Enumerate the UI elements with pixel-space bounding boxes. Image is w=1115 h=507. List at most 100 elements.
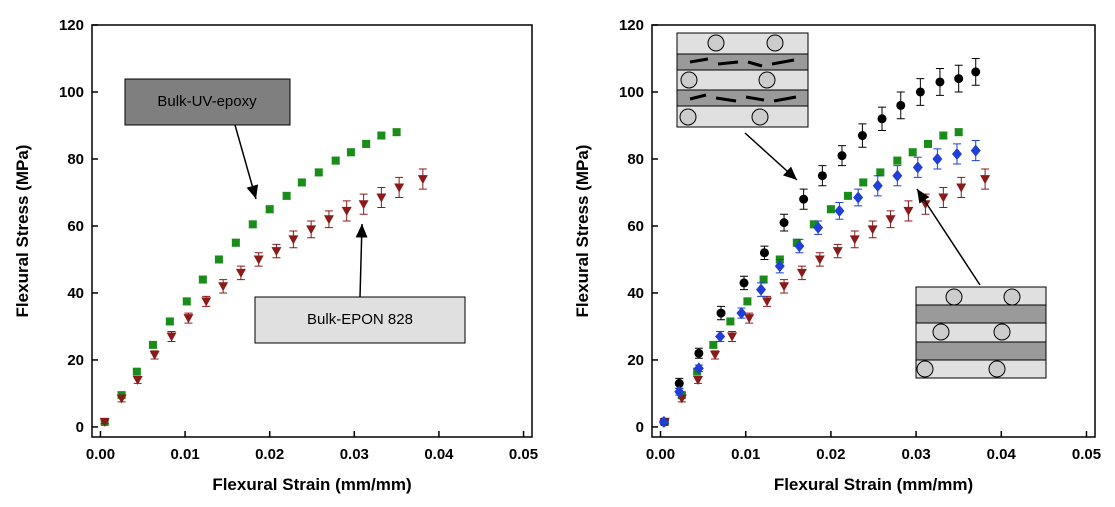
point: [132, 376, 143, 386]
point: [859, 178, 868, 187]
y-tick-label: 60: [627, 218, 644, 235]
point: [813, 221, 824, 234]
point: [253, 255, 264, 265]
point: [924, 139, 933, 148]
point: [834, 204, 845, 217]
point: [932, 152, 943, 165]
annotation-box: [124, 78, 291, 126]
annotation-arrow: [916, 188, 981, 286]
point: [954, 128, 963, 137]
point: [297, 178, 306, 187]
y-tick-label: 40: [67, 285, 84, 302]
plot-frame: [651, 24, 1096, 438]
point: [779, 218, 789, 228]
point: [726, 317, 735, 326]
point: [709, 340, 718, 349]
annotation-text: Bulk-EPON 828: [307, 311, 413, 328]
y-axis-title: Flexural Stress (MPa): [13, 145, 32, 318]
y-tick-label: 60: [67, 218, 84, 235]
point: [849, 235, 860, 245]
chart-panel: 0.00 0.01 0.02 0.03 0.04 0.05 0 20 40 60 80 100 120 F…: [13, 17, 538, 494]
point: [853, 191, 864, 204]
annotation-box: [254, 296, 466, 344]
point: [832, 247, 843, 257]
point: [346, 148, 355, 157]
y-tick-label: 100: [619, 84, 644, 101]
point: [939, 131, 948, 140]
point: [739, 278, 749, 288]
point: [980, 175, 991, 185]
x-tick-label: 0.02: [816, 446, 845, 463]
point: [99, 417, 110, 427]
inset-schematic: [676, 32, 809, 128]
point: [736, 307, 747, 320]
point: [826, 205, 835, 214]
point: [814, 255, 825, 265]
point: [903, 206, 914, 216]
inset-schematic: [915, 286, 1047, 379]
point: [674, 378, 684, 388]
point: [116, 394, 127, 404]
point: [857, 131, 867, 141]
point: [951, 147, 962, 160]
point: [837, 151, 847, 161]
point: [377, 131, 386, 140]
point: [935, 77, 945, 87]
point: [716, 308, 726, 318]
point: [282, 191, 291, 200]
point: [796, 268, 807, 278]
point: [762, 297, 773, 307]
x-tick-label: 0.01: [170, 446, 199, 463]
point: [694, 348, 704, 358]
point: [743, 297, 752, 306]
point: [182, 297, 191, 306]
point: [710, 350, 721, 360]
point: [392, 128, 401, 137]
y-tick-label: 100: [59, 84, 84, 101]
point: [892, 169, 903, 182]
point: [132, 367, 141, 376]
plot-frame: [91, 24, 533, 438]
point: [214, 255, 223, 264]
x-tick-label: 0.00: [646, 446, 675, 463]
annotation-arrow: [355, 223, 368, 298]
point: [893, 156, 902, 165]
point: [674, 385, 685, 398]
point: [265, 205, 274, 214]
point: [235, 268, 246, 278]
point: [774, 260, 785, 273]
point: [794, 240, 805, 253]
point: [341, 206, 352, 216]
x-tick-label: 0.00: [86, 446, 115, 463]
point: [198, 275, 207, 284]
point: [248, 220, 257, 229]
x-axis-title: Flexural Strain (mm/mm): [774, 475, 973, 494]
point: [271, 247, 282, 257]
point: [394, 183, 405, 193]
point: [954, 74, 964, 84]
y-tick-label: 0: [636, 419, 644, 436]
chart-panel: 0.00 0.01 0.02 0.03 0.04 0.05 0 20 40 60 80 100 120 F…: [573, 17, 1101, 494]
point: [877, 114, 887, 124]
y-tick-label: 20: [627, 352, 644, 369]
point: [956, 183, 967, 193]
point: [417, 175, 428, 185]
point: [756, 283, 767, 296]
point: [331, 156, 340, 165]
point: [358, 200, 369, 210]
point: [896, 100, 906, 110]
point: [376, 193, 387, 203]
point: [231, 238, 240, 247]
point: [693, 362, 704, 375]
point: [149, 350, 160, 360]
point: [970, 144, 981, 157]
point: [658, 415, 669, 428]
y-tick-label: 80: [627, 151, 644, 168]
point: [908, 148, 917, 157]
point: [148, 340, 157, 349]
point: [759, 248, 769, 258]
y-tick-label: 20: [67, 352, 84, 369]
point: [166, 332, 177, 342]
point: [362, 139, 371, 148]
